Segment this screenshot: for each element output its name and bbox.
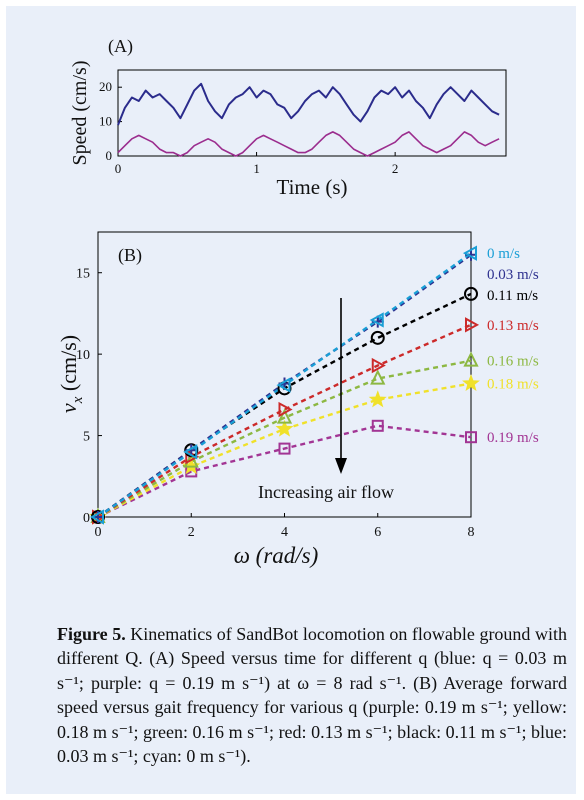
chart-b-marker-4 <box>370 369 386 385</box>
chart-b-series-line-6 <box>97 424 472 519</box>
flow-arrowhead-icon <box>335 458 347 474</box>
chart-b-series-label-2: 0.11 m/s <box>487 288 538 304</box>
chart-a-xtick-label: 1 <box>253 161 260 176</box>
chart-b-annotation: Increasing air flow <box>258 482 394 502</box>
chart-a-ytick-label: 20 <box>99 79 112 94</box>
chart-b-series-line-5 <box>97 382 472 519</box>
chart-b-series-label-5: 0.18 m/s <box>487 376 539 392</box>
chart-b-marker-0 <box>369 312 384 328</box>
chart-b-series-label-1: 0.03 m/s <box>487 267 539 283</box>
chart-a-ytick-label: 10 <box>99 114 112 129</box>
caption-label: Figure 5. <box>57 624 126 644</box>
chart-b-series-label-4: 0.16 m/s <box>487 354 539 370</box>
chart-b-marker-4 <box>276 408 293 424</box>
chart-b-marker-2 <box>464 286 478 301</box>
chart-a-ytick-label: 0 <box>106 148 113 163</box>
chart-a-ylabel: Speed (cm/s) <box>69 61 91 166</box>
chart-b-marker-2 <box>370 330 385 345</box>
chart-b-ytick-label: 10 <box>76 348 90 363</box>
chart-b-marker-3 <box>278 401 293 418</box>
chart-a-axes-box <box>117 69 507 157</box>
chart-b-xtick-label: 2 <box>188 525 195 540</box>
chart-b: (B) ω (rad/s) vx (cm/s) 0 2 4 6 8 0 5 10 15 0 m/… <box>56 231 539 568</box>
chart-b-axes-box <box>97 231 472 518</box>
chart-b-marker-5 <box>368 390 387 408</box>
chart-b-marker-0 <box>89 509 104 525</box>
chart-b-ytick-label: 15 <box>76 267 90 282</box>
figure-panel: (A) Time (s) Speed (cm/s) 0 1 2 0 10 20 (B) ω… <box>6 6 576 794</box>
chart-b-series-line-3 <box>97 323 472 519</box>
caption-text: Kinematics of SandBot locomotion on flow… <box>57 624 567 767</box>
chart-b-marker-4 <box>463 351 479 367</box>
chart-b-xlabel: ω (rad/s) <box>234 543 319 568</box>
chart-b-marker-6 <box>371 419 384 432</box>
chart-b-ylabel: vx (cm/s) <box>56 335 86 413</box>
chart-a-xlabel: Time (s) <box>277 175 348 199</box>
chart-b-marker-6 <box>465 431 477 444</box>
chart-b-marker-0 <box>276 377 291 393</box>
chart-a-panel-label: (A) <box>108 36 133 57</box>
chart-b-panel-label: (B) <box>118 245 142 266</box>
chart-b-series-line-4 <box>97 359 472 519</box>
chart-a-series-line-0 <box>117 82 500 126</box>
chart-b-xtick-label: 6 <box>374 525 381 540</box>
figure-caption: Figure 5. Kinematics of SandBot locomoti… <box>57 622 567 768</box>
chart-b-xtick-label: 4 <box>281 525 288 540</box>
chart-b-series-label-0: 0 m/s <box>487 246 520 262</box>
chart-a-xtick-label: 0 <box>115 161 122 176</box>
chart-b-marker-0 <box>183 444 198 460</box>
chart-b-xtick-label: 8 <box>468 525 475 540</box>
chart-a-series-line-1 <box>117 131 500 157</box>
chart-b-marker-3 <box>465 317 480 333</box>
chart-b-ytick-label: 5 <box>83 430 90 445</box>
chart-b-marker-5 <box>462 374 480 392</box>
chart-b-marker-6 <box>278 442 291 455</box>
chart-b-marker-5 <box>275 419 294 437</box>
chart-b-ytick-label: 0 <box>83 511 90 526</box>
chart-a-xtick-label: 2 <box>392 161 399 176</box>
chart-b-series-label-6: 0.19 m/s <box>487 430 539 446</box>
chart-b-marker-0 <box>462 245 477 261</box>
chart-b-xtick-label: 0 <box>95 525 102 540</box>
chart-b-series-label-3: 0.13 m/s <box>487 318 539 334</box>
chart-b-marker-3 <box>371 357 386 374</box>
